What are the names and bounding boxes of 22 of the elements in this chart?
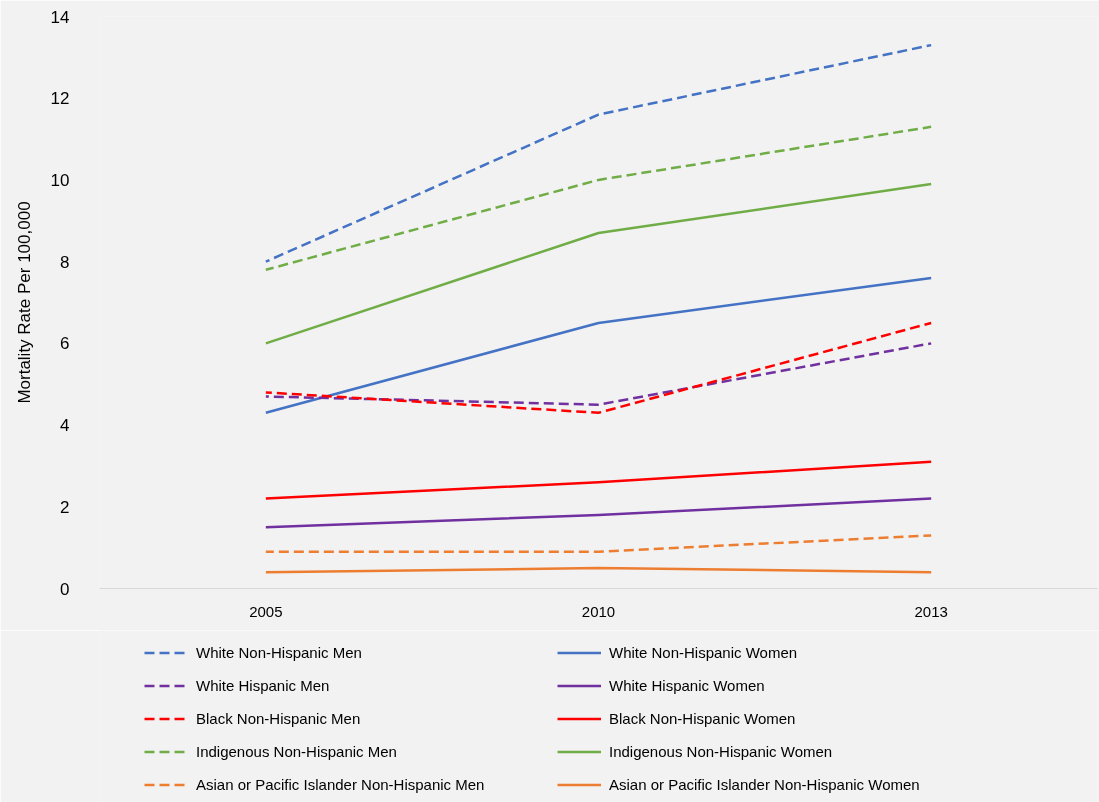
- y-tick-label: 10: [50, 170, 70, 190]
- legend-label: Indigenous Non-Hispanic Women: [609, 743, 834, 760]
- y-axis-title: Mortality Rate Per 100,000: [14, 201, 34, 404]
- legend-label: Black Non-Hispanic Men: [196, 710, 362, 727]
- legend-label: Black Non-Hispanic Women: [609, 710, 797, 727]
- x-tick-label: 2005: [249, 602, 283, 620]
- y-tick-label: 2: [60, 497, 70, 517]
- y-tick-label: 0: [60, 579, 70, 599]
- legend-label: White Non-Hispanic Men: [196, 644, 363, 661]
- legend-label: White Hispanic Men: [196, 677, 331, 694]
- legend-label: Asian or Pacific Islander Non-Hispanic Men: [196, 776, 486, 793]
- legend-label: White Non-Hispanic Women: [609, 644, 799, 661]
- x-tick-label: 2010: [581, 602, 616, 620]
- legend-label: Indigenous Non-Hispanic Men: [196, 743, 398, 760]
- legend-label: Asian or Pacific Islander Non-Hispanic Women: [609, 776, 921, 793]
- y-tick-label: 12: [50, 89, 70, 109]
- y-tick-label: 8: [60, 252, 70, 272]
- y-tick-label: 4: [60, 416, 70, 436]
- x-tick-label: 2013: [914, 602, 948, 620]
- y-tick-label: 6: [60, 334, 70, 354]
- legend-label: White Hispanic Women: [609, 677, 766, 694]
- y-tick-label: 14: [50, 7, 70, 27]
